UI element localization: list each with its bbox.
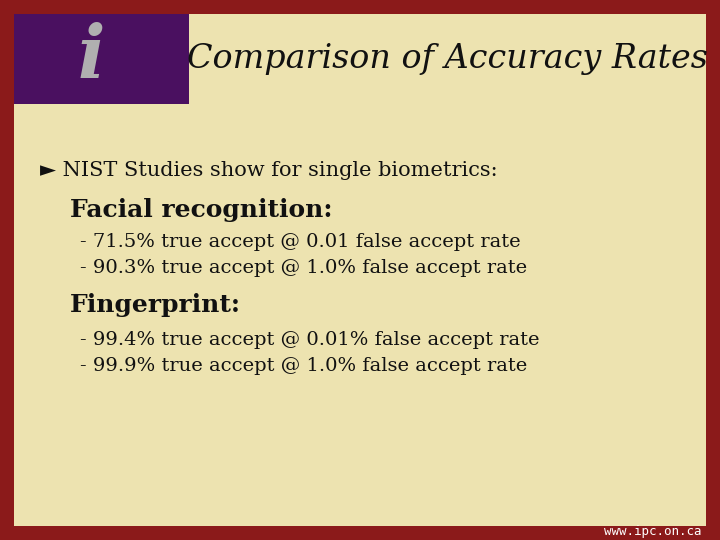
Text: - 99.9% true accept @ 1.0% false accept rate: - 99.9% true accept @ 1.0% false accept … [80,357,527,375]
Text: ► NIST Studies show for single biometrics:: ► NIST Studies show for single biometric… [40,160,498,179]
Text: Fingerprint:: Fingerprint: [70,293,241,317]
Text: Facial recognition:: Facial recognition: [70,198,333,222]
Text: i: i [78,22,105,92]
Bar [14,14,189,104]
Text: Comparison of Accuracy Rates: Comparison of Accuracy Rates [187,43,708,75]
Text: www.ipc.on.ca: www.ipc.on.ca [603,524,701,537]
Bar [189,14,706,104]
Text: - 99.4% true accept @ 0.01% false accept rate: - 99.4% true accept @ 0.01% false accept… [80,331,539,349]
Text: - 90.3% true accept @ 1.0% false accept rate: - 90.3% true accept @ 1.0% false accept … [80,259,527,277]
Text: - 71.5% true accept @ 0.01 false accept rate: - 71.5% true accept @ 0.01 false accept … [80,233,521,251]
